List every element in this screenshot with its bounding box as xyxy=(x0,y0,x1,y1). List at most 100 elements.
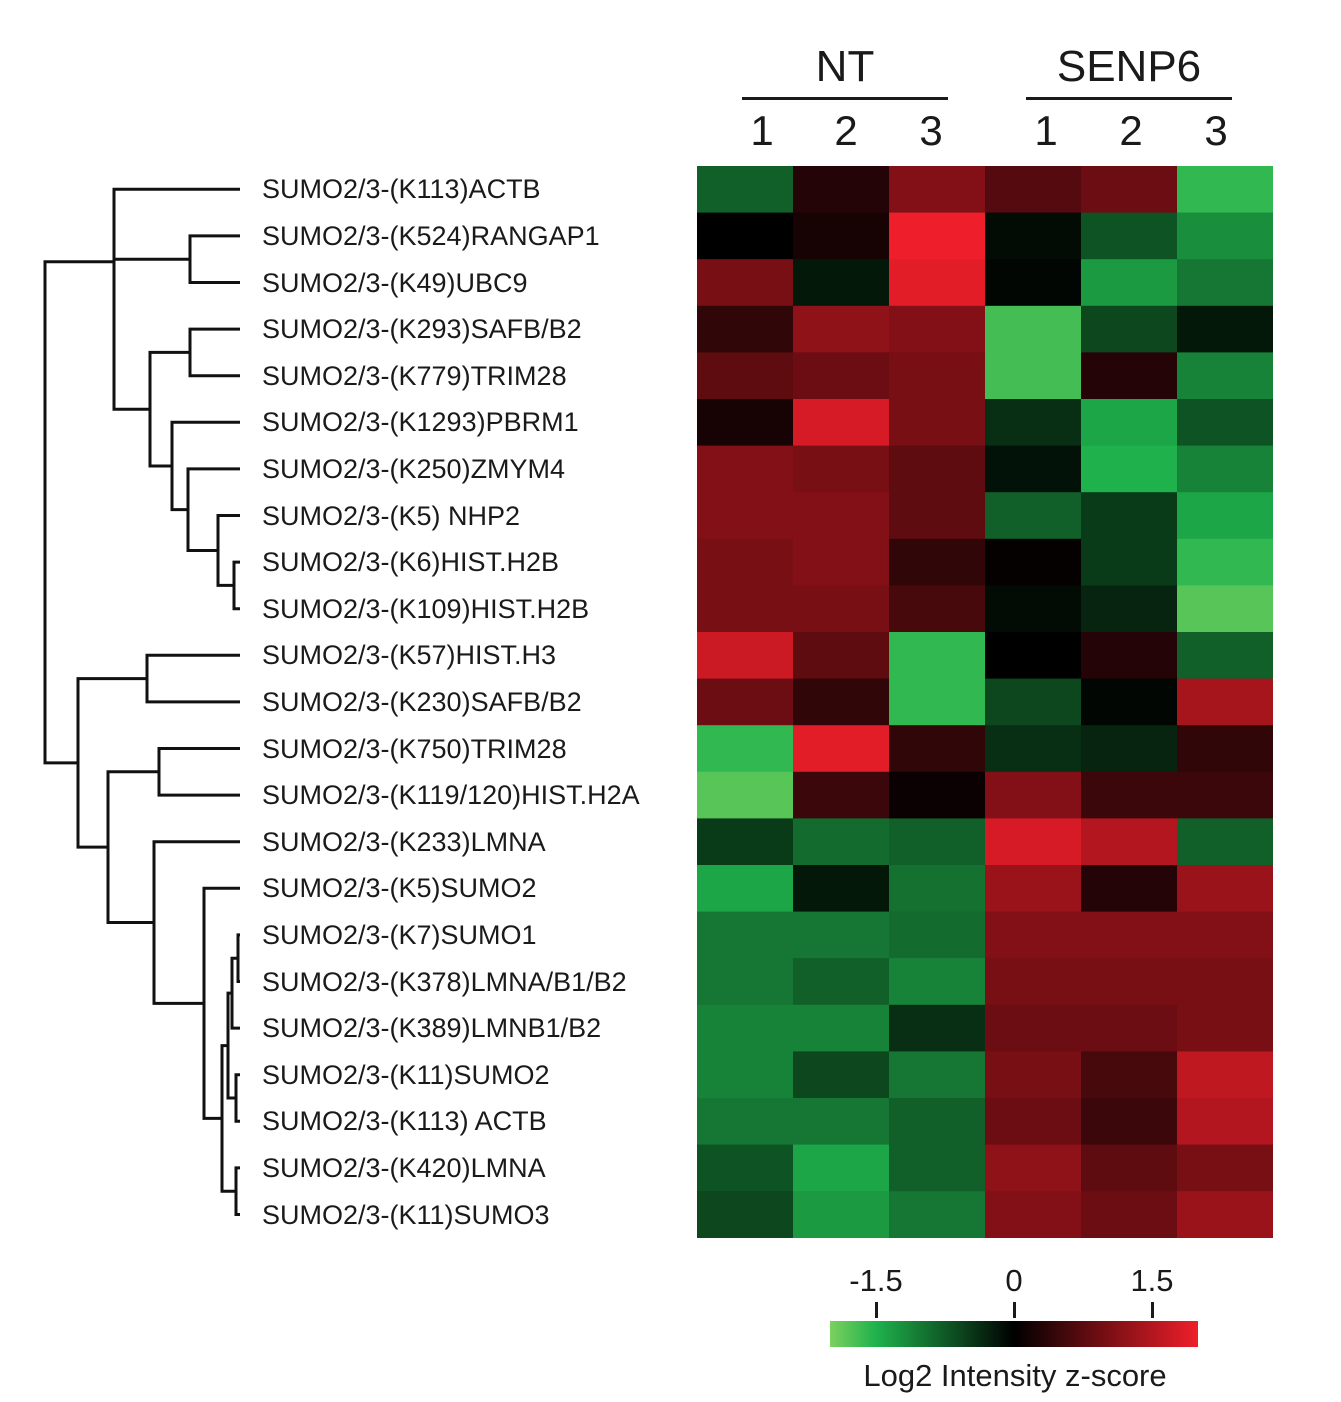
dendrogram-branch xyxy=(145,653,240,704)
heatmap-cell xyxy=(1081,632,1178,680)
heatmap-cell xyxy=(793,632,890,680)
heatmap-cell xyxy=(1081,1144,1178,1192)
heatmap-cell xyxy=(889,1098,986,1146)
heatmap-cell xyxy=(1177,1004,1273,1052)
heatmap-cell xyxy=(793,305,890,353)
row-label: SUMO2/3-(K109)HIST.H2B xyxy=(262,593,590,624)
heatmap-cell xyxy=(889,166,986,214)
heatmap-cell xyxy=(1177,1191,1273,1238)
heatmap-cell xyxy=(1177,1098,1273,1146)
heatmap-cell xyxy=(1177,818,1273,866)
row-dendrogram xyxy=(43,187,240,1216)
dendrogram-branch xyxy=(157,747,240,797)
row-label: SUMO2/3-(K113) ACTB xyxy=(262,1106,547,1137)
row-label: SUMO2/3-(K11)SUMO2 xyxy=(262,1059,550,1090)
dendrogram-branch xyxy=(234,1073,240,1123)
heatmap-cell xyxy=(889,771,986,819)
heatmap-cell xyxy=(889,492,986,540)
heatmap-cell xyxy=(889,585,986,633)
row-label: SUMO2/3-(K49)UBC9 xyxy=(262,267,528,298)
row-label: SUMO2/3-(K378)LMNA/B1/B2 xyxy=(262,966,627,997)
heatmap-cell xyxy=(889,818,986,866)
dendrogram-branch xyxy=(170,420,240,512)
dendrogram-branch xyxy=(188,327,240,378)
row-label: SUMO2/3-(K57)HIST.H3 xyxy=(262,640,557,671)
dendrogram-branch xyxy=(188,234,240,284)
heatmap-cell xyxy=(985,1004,1082,1052)
heatmap-cell xyxy=(985,678,1082,726)
heatmap-cell xyxy=(889,725,986,773)
heatmap-cell xyxy=(793,352,890,400)
heatmap-cell xyxy=(1081,492,1178,540)
heatmap-cell xyxy=(793,725,890,773)
heatmap-cell xyxy=(697,492,794,540)
heatmap-cell xyxy=(697,1144,794,1192)
heatmap-cell xyxy=(889,865,986,913)
heatmap-cell xyxy=(793,538,890,586)
heatmap-cell xyxy=(697,1051,794,1099)
group-underline xyxy=(1026,97,1232,100)
heatmap-cell xyxy=(697,818,794,866)
heatmap-cell xyxy=(1177,352,1273,400)
heatmap-cell xyxy=(985,166,1082,214)
color-scale-tick xyxy=(874,1302,878,1318)
heatmap-cell xyxy=(1081,352,1178,400)
heatmap-cell xyxy=(1081,725,1178,773)
heatmap-cell xyxy=(1177,212,1273,260)
heatmap-cell xyxy=(793,212,890,260)
heatmap-cell xyxy=(985,818,1082,866)
heatmap-cell xyxy=(889,1191,986,1238)
heatmap-cell xyxy=(1081,1051,1178,1099)
heatmap-cell xyxy=(793,1051,890,1099)
heatmap-cell xyxy=(793,1098,890,1146)
row-label: SUMO2/3-(K293)SAFB/B2 xyxy=(262,314,582,345)
heatmap-cell xyxy=(697,166,794,214)
heatmap-cell xyxy=(793,865,890,913)
column-label: 1 xyxy=(1034,107,1058,154)
heatmap-cell xyxy=(889,911,986,959)
heatmap-cell xyxy=(793,1191,890,1238)
heatmap-cell xyxy=(1081,818,1178,866)
color-scale-tick xyxy=(1012,1302,1016,1318)
dendrogram-branch xyxy=(106,770,159,925)
heatmap-cell xyxy=(889,399,986,447)
heatmap-cell xyxy=(889,678,986,726)
heatmap-cell xyxy=(1081,958,1178,1006)
row-label: SUMO2/3-(K250)ZMYM4 xyxy=(262,453,566,484)
color-scale-title: Log2 Intensity z-score xyxy=(863,1358,1167,1393)
heatmap-cell xyxy=(1177,958,1273,1006)
heatmap-cell xyxy=(697,399,794,447)
heatmap-cell xyxy=(1081,911,1178,959)
heatmap-cell xyxy=(697,632,794,680)
heatmap-cell xyxy=(985,1191,1082,1238)
heatmap-cell xyxy=(793,399,890,447)
dendrogram-branch xyxy=(232,560,240,611)
dendrogram-branch xyxy=(186,467,240,552)
heatmap-cell xyxy=(1177,911,1273,959)
heatmap-cell xyxy=(985,911,1082,959)
heatmap-cell xyxy=(793,585,890,633)
heatmap-cell xyxy=(793,818,890,866)
heatmap-cell xyxy=(697,1191,794,1238)
heatmap-cell xyxy=(793,1004,890,1052)
heatmap-cell xyxy=(697,352,794,400)
heatmap-cell xyxy=(697,678,794,726)
heatmap-cell xyxy=(985,1051,1082,1099)
heatmap-cell xyxy=(985,352,1082,400)
heatmap-cell xyxy=(697,958,794,1006)
row-label: SUMO2/3-(K6)HIST.H2B xyxy=(262,547,560,578)
heatmap-cell xyxy=(985,865,1082,913)
color-scale-tick-label: 0 xyxy=(1005,1263,1023,1298)
heatmap-cell xyxy=(793,259,890,307)
heatmap-cell xyxy=(1081,259,1178,307)
heatmap-cell xyxy=(985,632,1082,680)
heatmap-cell xyxy=(697,865,794,913)
heatmap-cell xyxy=(793,492,890,540)
row-label: SUMO2/3-(K420)LMNA xyxy=(262,1152,546,1183)
heatmap-cell xyxy=(697,445,794,493)
heatmap-cell xyxy=(889,1004,986,1052)
row-label: SUMO2/3-(K113)ACTB xyxy=(262,174,541,205)
row-label: SUMO2/3-(K389)LMNB1/B2 xyxy=(262,1013,602,1044)
heatmap-cell xyxy=(1081,445,1178,493)
row-label: SUMO2/3-(K779)TRIM28 xyxy=(262,360,567,391)
